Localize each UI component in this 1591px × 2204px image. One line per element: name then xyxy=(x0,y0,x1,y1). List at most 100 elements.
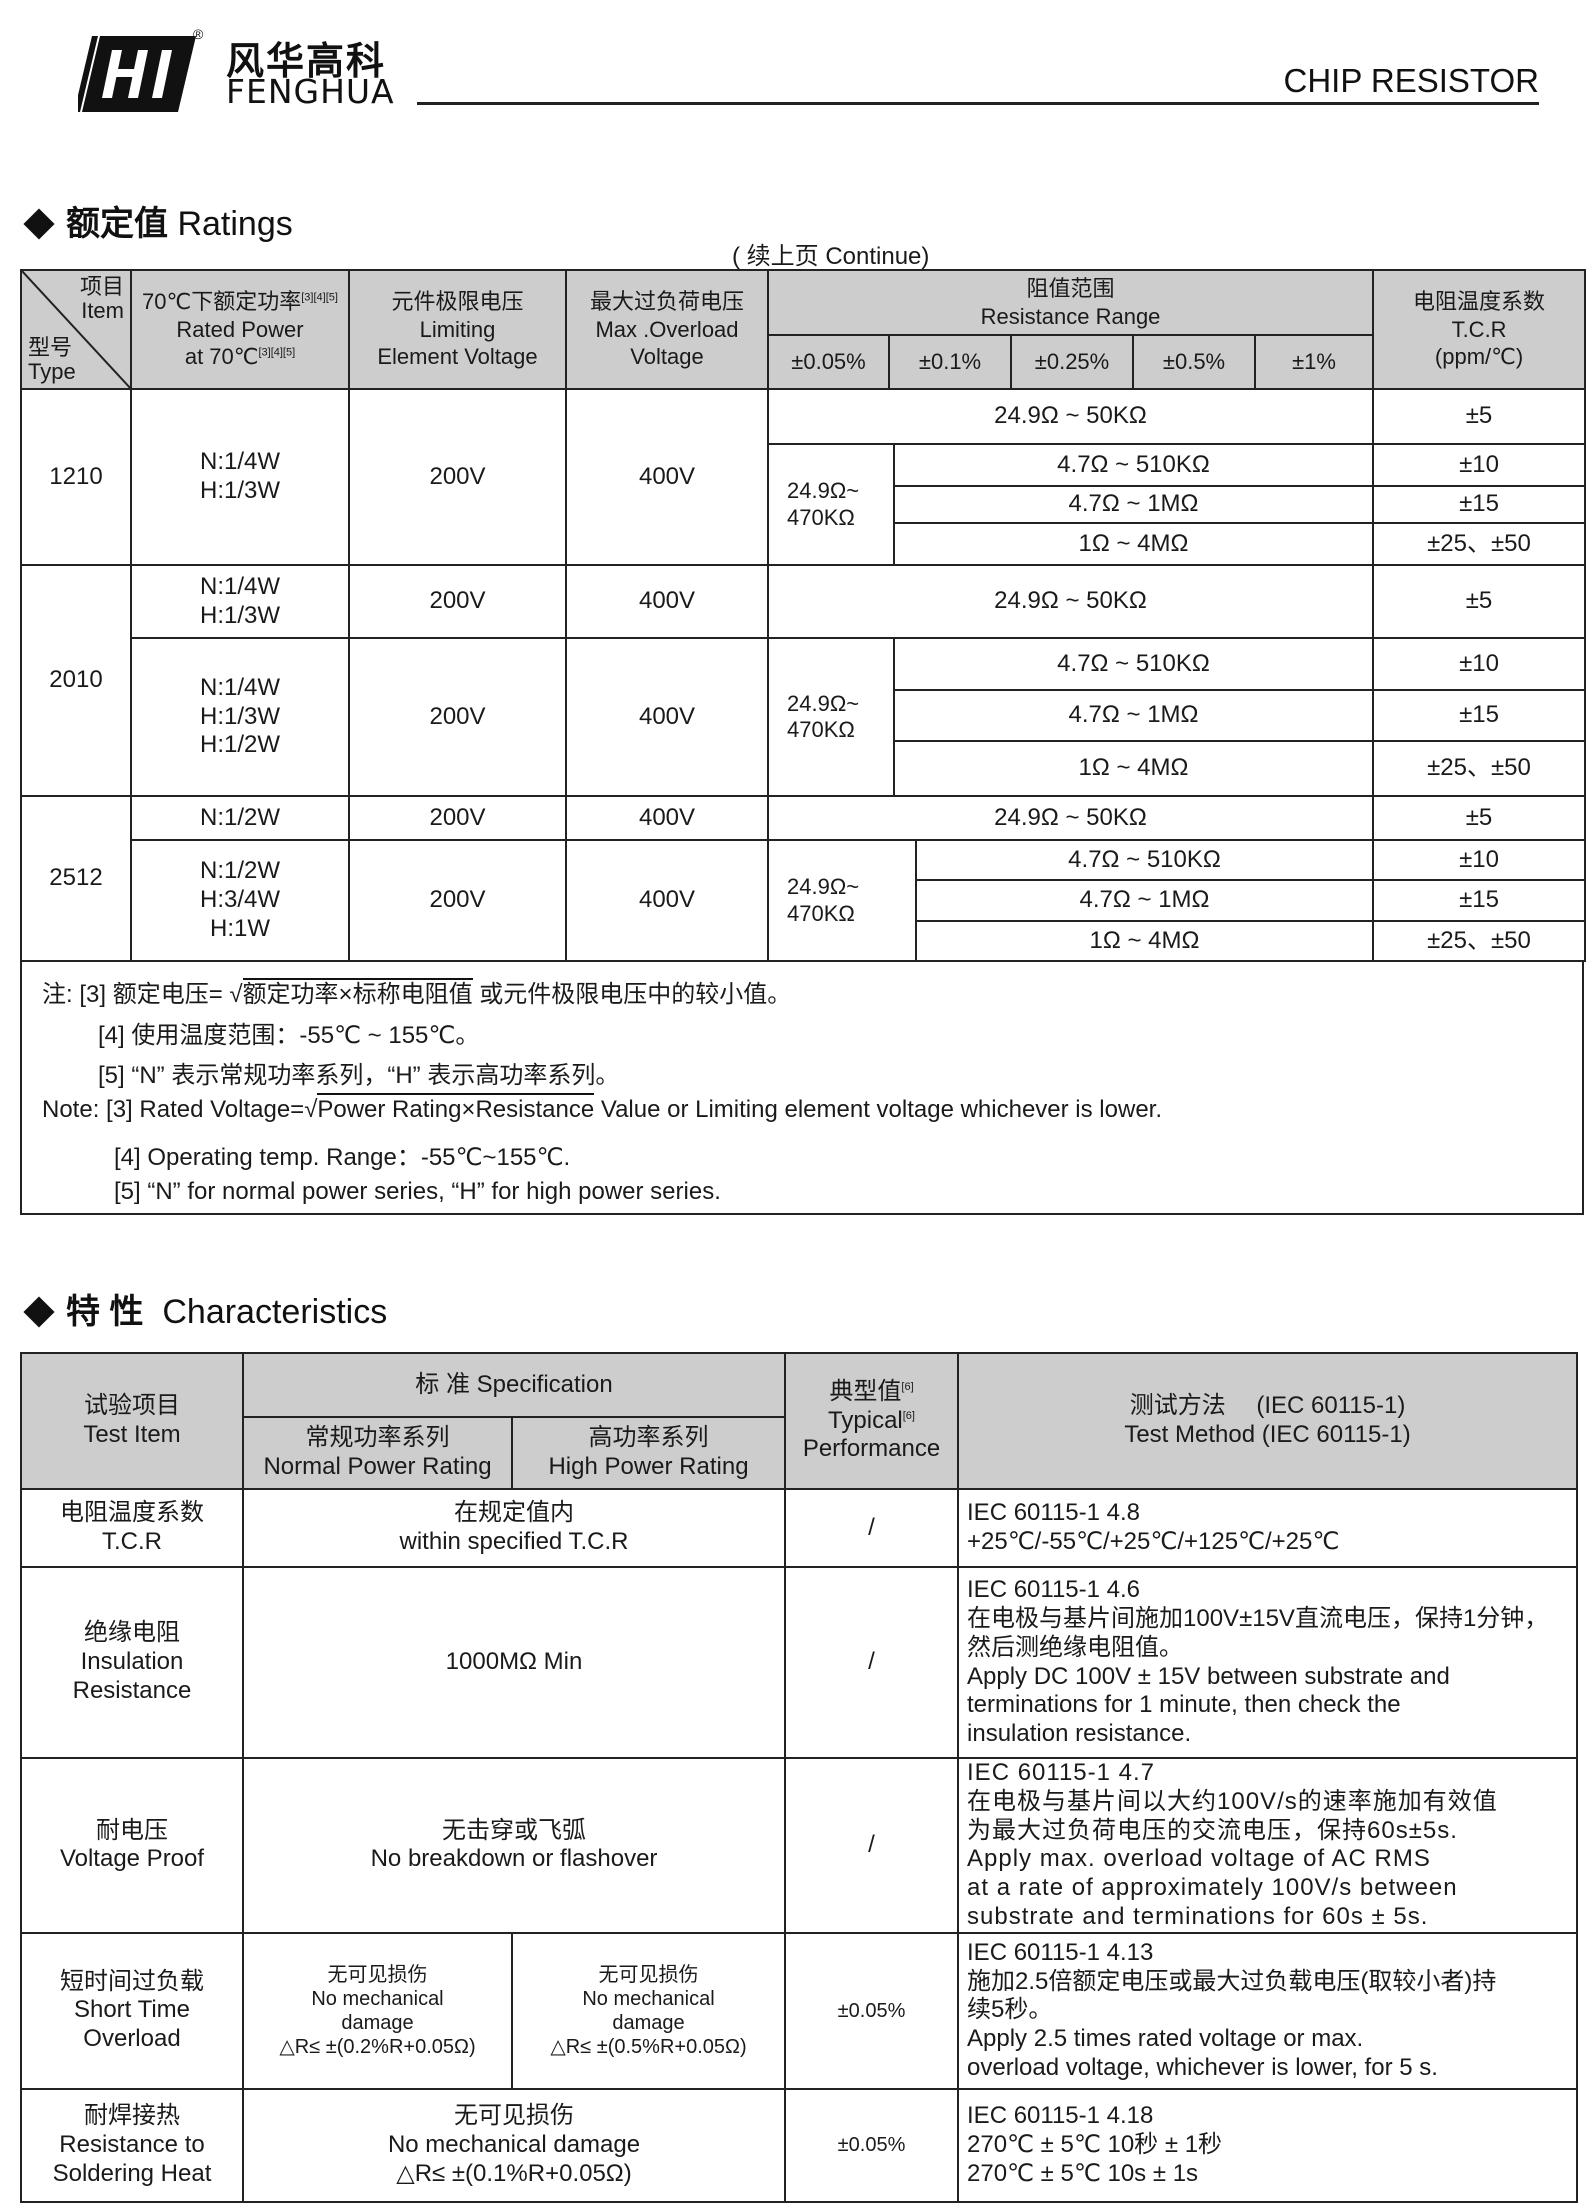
rating-block-2: 2512 N:1/2W 200V 400V 24.9Ω ~ 50KΩ ±5 N:1/2W H… xyxy=(20,795,1586,962)
method-cn: 测试方法 (IEC 60115-1) xyxy=(1129,1392,1406,1420)
test-item: 绝缘电阻 Insulation Resistance xyxy=(20,1566,244,1759)
typical-value: ±0.05% xyxy=(784,1931,960,2090)
tcr-cell: ±10 xyxy=(1372,839,1586,881)
precision-range-cell: 24.9Ω~ 470KΩ xyxy=(767,839,917,962)
typical-header: 典型值[6] Typical[6] Performance xyxy=(784,1352,960,1490)
characteristics-section-title: 特 性 Characteristics xyxy=(22,1284,387,1333)
item-type-header: 项目 Item 型号 Type xyxy=(20,269,132,390)
specification: 无击穿或飞弧 No breakdown or flashover xyxy=(241,1757,787,1934)
typical-en2: Performance xyxy=(802,1435,941,1463)
test-method: IEC 60115-1 4.13 施加2.5倍额定电压或最大过负载电压(取较小者… xyxy=(957,1931,1579,2090)
typical-value: / xyxy=(784,1566,960,1759)
item-en: Test Item xyxy=(83,1421,181,1448)
note-ref: [3][4][5] xyxy=(301,291,338,304)
item-label-en: Item xyxy=(81,298,124,324)
resistance-range-cell: 1Ω ~ 4MΩ xyxy=(915,920,1374,962)
rated-power-cell: N:1/4W H:1/3W xyxy=(130,564,350,639)
test-item-header: 试验项目 Test Item xyxy=(20,1352,244,1490)
table-row: 1210 N:1/4W H:1/3W 200V 400V 24.9Ω ~ 50KΩ ±5 xyxy=(20,388,1586,566)
tolerance-header: ±0.05% xyxy=(767,334,890,390)
characteristics-table: 试验项目 Test Item 标 准 Specification 典型值[6] Ty… xyxy=(20,1352,1579,2203)
tcr-cell: ±5 xyxy=(1372,388,1586,445)
type-label-en: Type xyxy=(28,358,76,384)
specification-header: 标 准 Specification xyxy=(241,1352,787,1418)
table-row: 4.7Ω ~ 1MΩ ±15 xyxy=(21,689,1586,742)
characteristics-title-en: Characteristics xyxy=(162,1293,388,1331)
characteristics-title-cn: 特 性 xyxy=(66,1293,144,1331)
overload-voltage-cell: 400V xyxy=(565,839,769,962)
overload-voltage-header: 最大过负荷电压 Max .Overload Voltage xyxy=(565,269,769,390)
normal-en: Normal Power Rating xyxy=(263,1453,492,1480)
limit-en2: Element Voltage xyxy=(377,344,538,370)
type-cell: 2512 xyxy=(20,795,132,962)
rated-power-cell: N:1/2W xyxy=(130,795,350,841)
note-en-5: [5] “N” for normal power series, “H” for… xyxy=(114,1178,721,1205)
note-cn-3: 注: [3] 额定电压= √额定功率×标称电阻值 或元件极限电压中的较小值。 xyxy=(42,974,791,1009)
normal-power-header: 常规功率系列 Normal Power Rating xyxy=(242,1416,513,1490)
tcr-cell: ±15 xyxy=(1372,879,1586,922)
high-cn: 高功率系列 xyxy=(588,1424,709,1452)
tcr-cell: ±25、±50 xyxy=(1372,522,1586,566)
resistance-range-cell: 4.7Ω ~ 510KΩ xyxy=(915,839,1374,881)
tcr-unit: (ppm/℃) xyxy=(1434,344,1524,370)
item-label-cn: 项目 xyxy=(79,274,124,299)
test-item: 电阻温度系数 T.C.R xyxy=(20,1488,244,1568)
specification: 1000MΩ Min xyxy=(241,1566,787,1759)
typical-value: / xyxy=(784,1757,960,1934)
table-row: 4.7Ω ~ 1MΩ ±15 xyxy=(21,879,1586,922)
test-item: 短时间过负载 Short Time Overload xyxy=(20,1931,244,2090)
tcr-cell: ±25、±50 xyxy=(1372,920,1586,962)
range-cn: 阻值范围 xyxy=(1026,276,1115,301)
resistance-range-cell: 1Ω ~ 4MΩ xyxy=(893,522,1374,566)
table-row: 耐焊接热 Resistance to Soldering Heat 无可见损伤 … xyxy=(20,2087,1579,2203)
tcr-cell: ±25、±50 xyxy=(1372,740,1586,797)
note-cn-5: [5] “N” 表示常规功率系列，“H” 表示高功率系列。 xyxy=(98,1062,620,1089)
high-power-spec: 无可见损伤 No mechanical damage △R≤ ±(0.5%R+0… xyxy=(510,1931,787,2090)
tcr-en: T.C.R xyxy=(1451,316,1507,342)
high-power-header: 高功率系列 High Power Rating xyxy=(510,1416,787,1490)
table-row: 绝缘电阻 Insulation Resistance 1000MΩ Min / … xyxy=(20,1566,1579,1759)
sqrt-radicand: Power Rating×Resistance xyxy=(317,1093,595,1123)
high-en: High Power Rating xyxy=(548,1453,749,1480)
diamond-bullet-icon xyxy=(23,1296,55,1328)
rating-block-1: 2010 N:1/4W H:1/3W 200V 400V 24.9Ω ~ 50KΩ ±5 N… xyxy=(20,564,1586,797)
resistance-range-header: 阻值范围 Resistance Range xyxy=(766,269,1375,336)
limiting-voltage-cell: 200V xyxy=(348,839,567,962)
resistance-range-cell: 4.7Ω ~ 510KΩ xyxy=(893,637,1374,691)
resistance-range-cell: 4.7Ω ~ 510KΩ xyxy=(893,443,1374,487)
ratings-title-cn: 额定值 xyxy=(66,205,168,243)
typical-en: Typical xyxy=(828,1406,903,1434)
precision-range-cell: 24.9Ω~ 470KΩ xyxy=(767,443,895,566)
specification: 在规定值内 within specified T.C.R xyxy=(241,1488,787,1568)
logo-mark-icon xyxy=(74,36,196,112)
over-en2: Voltage xyxy=(630,344,704,370)
rated-power-cell: N:1/4W H:1/3W xyxy=(130,388,350,566)
resistance-range-cell: 24.9Ω ~ 50KΩ xyxy=(767,795,1374,841)
tolerance-header: ±0.1% xyxy=(888,334,1012,390)
table-row: 电阻温度系数 T.C.R 在规定值内 within specified T.C.… xyxy=(20,1488,1579,1568)
table-row: N:1/2W H:3/4W H:1W 200V 400V 24.9Ω~ 470KΩ 4.… xyxy=(21,839,1586,962)
tcr-header: 电阻温度系数 T.C.R (ppm/℃) xyxy=(1372,269,1587,390)
resistance-range-cell: 24.9Ω ~ 50KΩ xyxy=(767,564,1374,639)
type-cell: 2010 xyxy=(20,564,132,797)
table-row: 耐电压 Voltage Proof 无击穿或飞弧 No breakdown or… xyxy=(20,1757,1579,1934)
note-text: Note: [3] Rated Voltage= xyxy=(42,1096,305,1123)
note-ref: [6] xyxy=(902,1409,915,1422)
note-ref: [6] xyxy=(901,1380,914,1393)
method-en: Test Method (IEC 60115-1) xyxy=(1124,1421,1411,1448)
fenghua-logo xyxy=(74,36,196,112)
resistance-range-cell: 24.9Ω ~ 50KΩ xyxy=(767,388,1374,445)
range-en: Resistance Range xyxy=(980,303,1161,329)
diagonal-line xyxy=(22,271,132,390)
note-en-3: Note: [3] Rated Voltage=√Power Rating×Re… xyxy=(42,1093,1162,1124)
rated-power-en2: at 70℃ xyxy=(184,344,259,370)
continue-label: ( 续上页 Continue) xyxy=(732,243,930,270)
ratings-section-title: 额定值 Ratings xyxy=(22,196,293,245)
type-cell: 1210 xyxy=(20,388,132,566)
tcr-cell: ±10 xyxy=(1372,637,1586,691)
rated-power-cell: N:1/4W H:1/3W H:1/2W xyxy=(130,637,350,797)
table-row: 2512 N:1/2W 200V 400V 24.9Ω ~ 50KΩ ±5 xyxy=(20,795,1586,962)
overload-voltage-cell: 400V xyxy=(565,637,769,797)
brand-name-en: FENGHUA xyxy=(226,72,395,111)
normal-cn: 常规功率系列 xyxy=(305,1424,450,1452)
